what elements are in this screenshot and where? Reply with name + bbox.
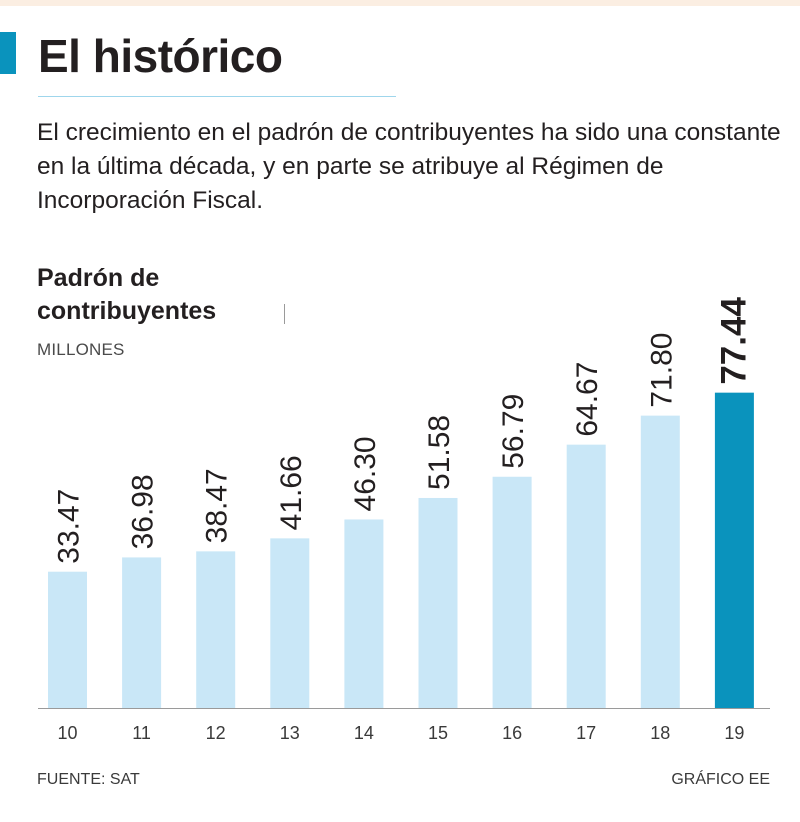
title-accent-bar — [0, 32, 16, 74]
page-subtitle: El crecimiento en el padrón de contribuy… — [37, 119, 781, 214]
page-title: El histórico — [38, 30, 283, 82]
x-tick-17: 17 — [576, 723, 596, 743]
value-label-17: 64.67 — [571, 362, 604, 437]
value-label-18: 71.80 — [645, 333, 678, 408]
x-tick-10: 10 — [57, 723, 77, 743]
value-label-14: 46.30 — [349, 436, 382, 511]
bar-18 — [640, 415, 680, 708]
bar-15 — [418, 497, 458, 708]
x-tick-14: 14 — [354, 723, 374, 743]
x-tick-16: 16 — [502, 723, 522, 743]
top-accent-strip — [0, 0, 800, 6]
source-note: FUENTE: SAT — [37, 771, 140, 788]
x-tick-12: 12 — [206, 723, 226, 743]
bar-14 — [344, 519, 384, 708]
x-tick-11: 11 — [132, 723, 151, 743]
chart-unit-label: MILLONES — [37, 340, 125, 359]
x-tick-15: 15 — [428, 723, 448, 743]
x-tick-13: 13 — [280, 723, 300, 743]
graphic-credit: GRÁFICO EE — [671, 771, 770, 788]
bar-17 — [566, 444, 606, 708]
x-tick-19: 19 — [724, 723, 744, 743]
bar-19 — [714, 392, 754, 708]
title-divider — [38, 96, 396, 97]
bar-10 — [48, 571, 87, 708]
bar-11 — [122, 557, 162, 708]
value-label-19: 77.44 — [714, 297, 753, 385]
value-label-10: 33.47 — [53, 489, 86, 564]
bar-13 — [270, 538, 310, 708]
value-label-12: 38.47 — [201, 468, 234, 543]
chart-title-line-1: Padrón de — [37, 264, 160, 292]
value-label-11: 36.98 — [127, 474, 160, 549]
chart-title-separator — [284, 304, 285, 324]
chart-title-line-2: contribuyentes — [37, 297, 217, 325]
value-label-15: 51.58 — [423, 415, 456, 490]
bar-12 — [196, 551, 236, 708]
value-label-16: 56.79 — [497, 394, 530, 469]
x-tick-18: 18 — [650, 723, 670, 743]
chart-title: Padrón de contribuyentes — [37, 262, 216, 328]
bar-16 — [492, 476, 532, 708]
value-label-13: 41.66 — [275, 455, 308, 530]
